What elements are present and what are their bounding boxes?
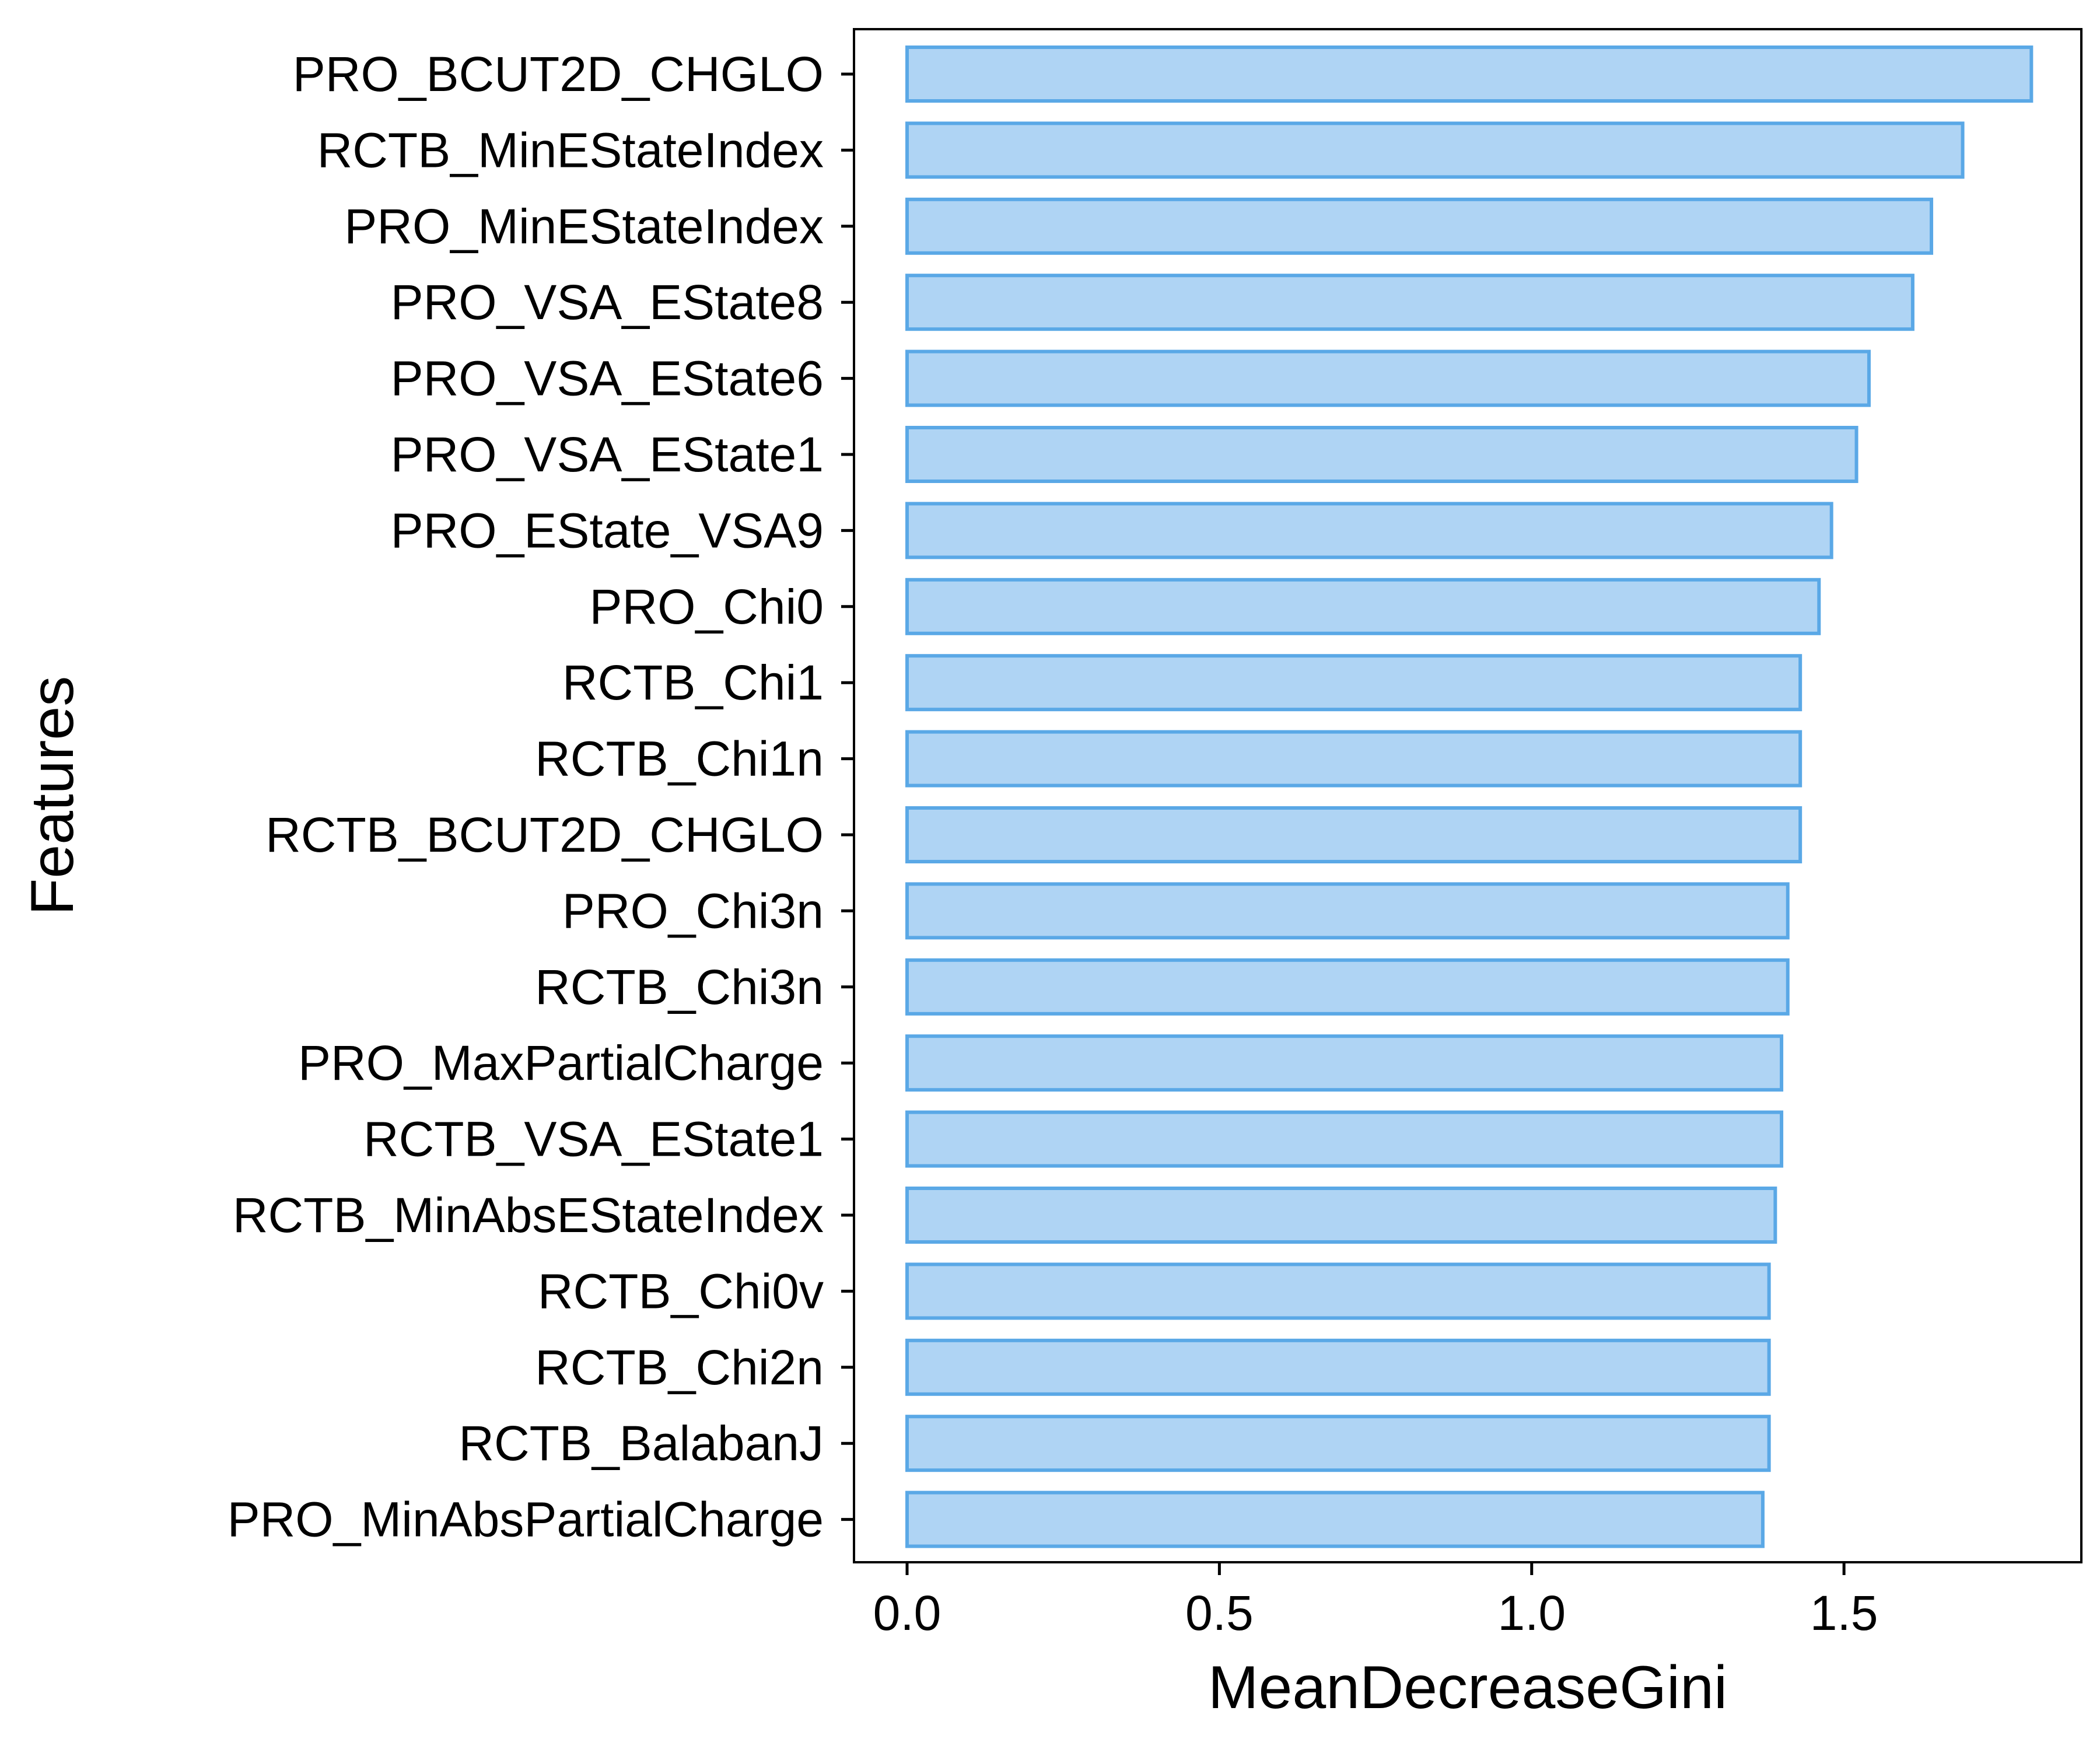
x-tick-label: 0.5 <box>1185 1586 1254 1640</box>
x-tick-label: 1.0 <box>1497 1586 1566 1640</box>
y-tick-label: PRO_MinAbsPartialCharge <box>228 1492 824 1547</box>
y-tick-label: RCTB_MinEStateIndex <box>317 123 824 177</box>
y-tick-label: RCTB_Chi3n <box>535 960 824 1014</box>
bar-PRO_MinAbsPartialCharge <box>905 1490 1765 1548</box>
y-tick-label: PRO_VSA_EState8 <box>391 275 824 330</box>
bar-PRO_VSA_EState1 <box>905 426 1859 483</box>
bar-RCTB_Chi3n <box>905 958 1790 1016</box>
y-tick-label: PRO_MaxPartialCharge <box>298 1035 824 1090</box>
y-tick-label: PRO_Chi0 <box>589 579 824 634</box>
bar-RCTB_MinEStateIndex <box>905 121 1965 179</box>
bar-PRO_EState_VSA9 <box>905 502 1833 559</box>
bar-PRO_MinEStateIndex <box>905 197 1934 255</box>
y-tick-label: PRO_MinEStateIndex <box>344 199 824 254</box>
y-tick-label: RCTB_VSA_EState1 <box>363 1112 824 1167</box>
y-tick-label: PRO_VSA_EState1 <box>391 427 824 482</box>
bar-RCTB_BalabanJ <box>905 1415 1771 1472</box>
y-tick-label: RCTB_Chi0v <box>538 1264 824 1318</box>
y-tick-label: RCTB_Chi2n <box>535 1340 824 1395</box>
bar-PRO_MaxPartialCharge <box>905 1034 1784 1092</box>
bar-RCTB_BCUT2D_CHGLO <box>905 806 1803 863</box>
y-tick-label: RCTB_BCUT2D_CHGLO <box>265 807 824 862</box>
bar-RCTB_MinAbsEStateIndex <box>905 1187 1777 1244</box>
x-tick-label: 0.0 <box>873 1586 942 1640</box>
y-tick-label: RCTB_MinAbsEStateIndex <box>233 1188 824 1243</box>
y-tick-label: PRO_EState_VSA9 <box>391 503 824 558</box>
bar-PRO_Chi3n <box>905 882 1790 940</box>
bar-RCTB_VSA_EState1 <box>905 1110 1784 1168</box>
y-axis-title: Features <box>19 676 86 915</box>
bar-PRO_VSA_EState6 <box>905 349 1871 407</box>
y-tick-label: RCTB_Chi1 <box>562 655 824 710</box>
x-tick-label: 1.5 <box>1810 1586 1878 1640</box>
y-tick-label: PRO_Chi3n <box>562 883 824 938</box>
y-tick-label: RCTB_Chi1n <box>535 732 824 786</box>
bars-layer <box>905 46 2034 1548</box>
bar-PRO_BCUT2D_CHGLO <box>905 46 2034 103</box>
y-tick-label: PRO_VSA_EState6 <box>391 351 824 406</box>
plot-frame <box>853 28 2082 1563</box>
bar-RCTB_Chi1n <box>905 730 1803 788</box>
bar-RCTB_Chi2n <box>905 1338 1771 1396</box>
bar-PRO_Chi0 <box>905 578 1821 635</box>
y-axis: PRO_BCUT2D_CHGLO RCTB_MinEStateIndex PRO_M… <box>228 47 854 1547</box>
x-axis-title: MeanDecreaseGini <box>1208 1654 1727 1721</box>
bar-PRO_VSA_EState8 <box>905 274 1915 331</box>
bar-RCTB_Chi1 <box>905 654 1803 712</box>
y-tick-label: RCTB_BalabanJ <box>459 1416 824 1471</box>
x-axis: 0.0 0.5 1.0 1.5 <box>873 1562 1878 1640</box>
bar-RCTB_Chi0v <box>905 1262 1771 1320</box>
y-tick-label: PRO_BCUT2D_CHGLO <box>293 47 824 102</box>
